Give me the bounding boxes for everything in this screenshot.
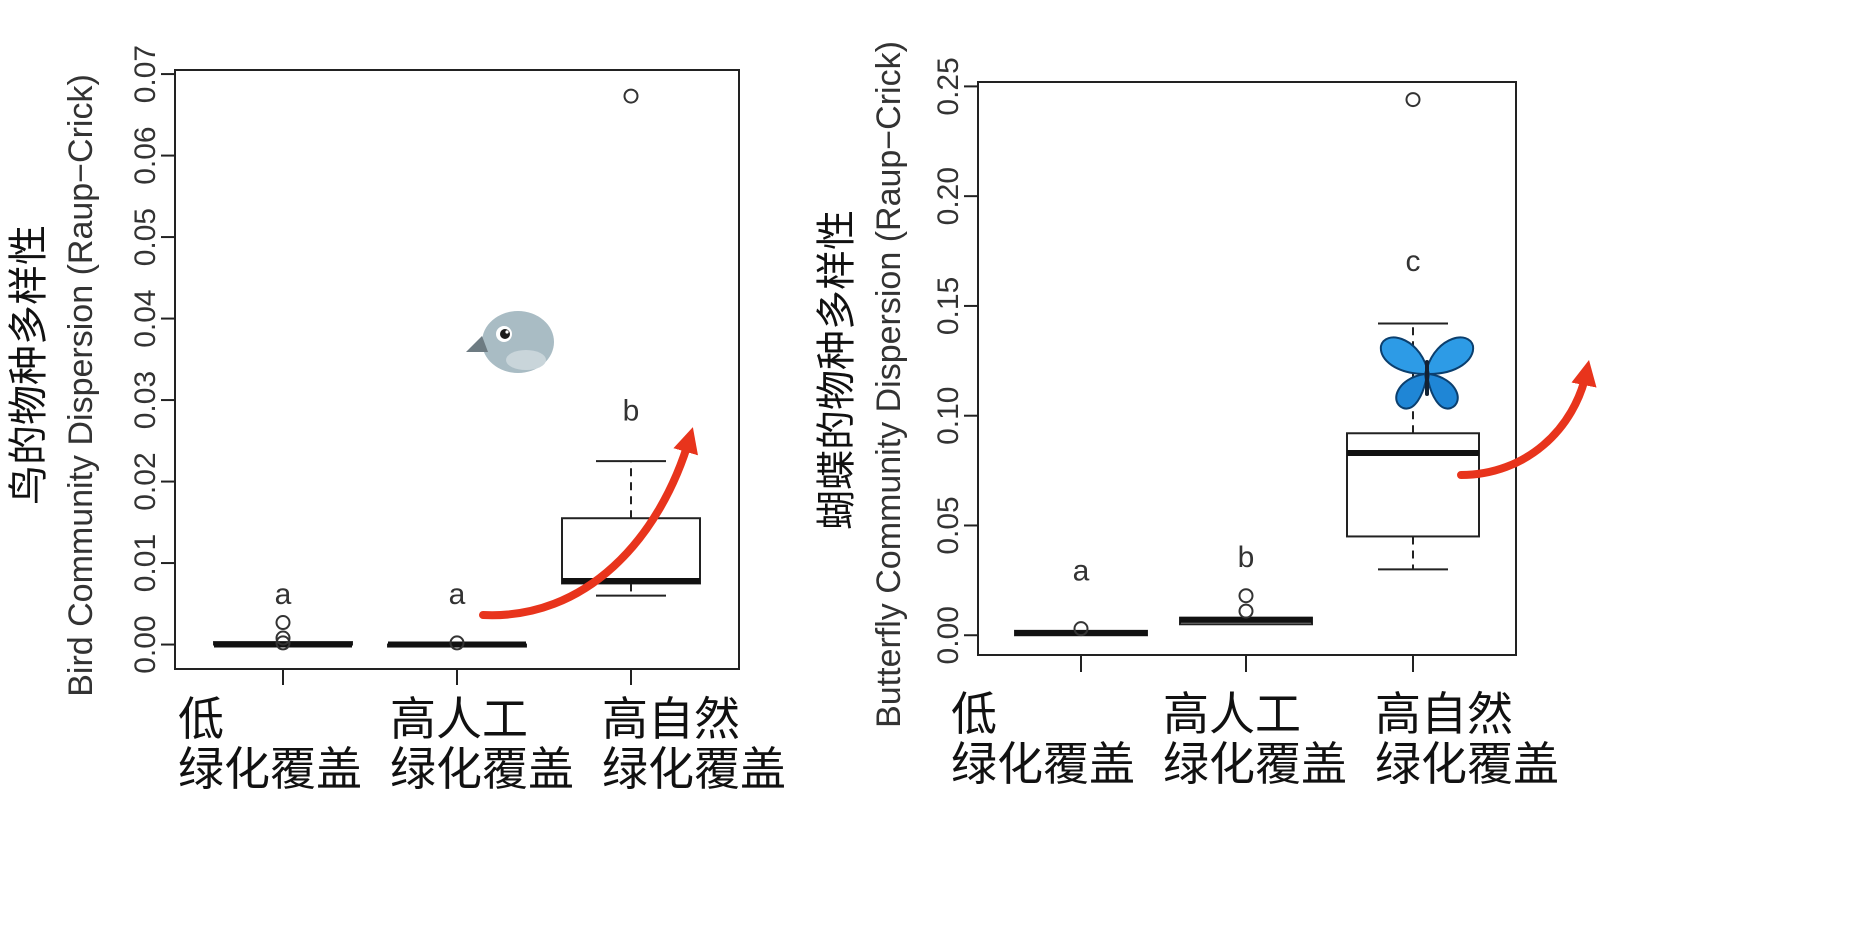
y-tick-label: 0.15 — [932, 277, 965, 335]
outlier-point — [275, 630, 291, 646]
bird-icon — [466, 311, 554, 373]
outlier-point — [1073, 621, 1089, 637]
outlier-point — [1238, 603, 1254, 619]
category-label-line1: 高人工 — [390, 692, 528, 746]
outlier-point — [623, 88, 639, 104]
y-tick-label: 0.25 — [932, 57, 965, 115]
y-tick-label: 0.06 — [129, 126, 162, 184]
bird-dispersion-chart: 0.00 0.01 0.02 0.03 0.04 0.05 0.06 0.07 Bird Com… — [6, 45, 786, 796]
butterfly-icon — [1379, 336, 1475, 410]
significance-letter: a — [1073, 554, 1090, 587]
y-axis-label: Butterfly Community Dispersion (Raup−Cri… — [870, 41, 908, 728]
y-tick-label: 0.01 — [129, 534, 162, 592]
significance-letter: a — [275, 578, 292, 611]
category-label-line2: 绿化覆盖 — [1375, 737, 1559, 791]
significance-letter: b — [1238, 541, 1255, 574]
category-label-line2: 绿化覆盖 — [390, 742, 574, 796]
category-label-line1: 低 — [951, 687, 997, 741]
y-tick-label: 0.10 — [932, 387, 965, 445]
y-tick-label: 0.05 — [129, 208, 162, 266]
trend-arrow-butterfly — [1457, 359, 1597, 479]
y-tick-label: 0.05 — [932, 496, 965, 554]
trend-arrow-bird — [479, 427, 698, 620]
category-label-line1: 高自然 — [602, 692, 740, 746]
outlier-point — [1238, 588, 1254, 604]
outlier-point — [449, 635, 465, 651]
y-axis-label-chinese: 蝴蝶的物种多样性 — [814, 210, 860, 530]
y-axis-label: Bird Community Dispersion (Raup−Crick) — [62, 74, 100, 697]
category-label-line2: 绿化覆盖 — [178, 742, 362, 796]
y-axis-label-chinese: 鸟的物种多样性 — [6, 225, 52, 505]
y-tick-label: 0.02 — [129, 452, 162, 510]
category-label-line2: 绿化覆盖 — [1163, 737, 1347, 791]
y-tick-label: 0.04 — [129, 289, 162, 347]
outlier-point — [275, 615, 291, 631]
y-tick-label: 0.00 — [932, 606, 965, 664]
category-label-line2: 绿化覆盖 — [602, 742, 786, 796]
box-iqr — [1346, 432, 1480, 538]
significance-letter: b — [623, 394, 640, 427]
butterfly-dispersion-chart: 0.00 0.05 0.10 0.15 0.20 0.25 Butterfly Commun… — [814, 41, 1559, 791]
category-label-line1: 高自然 — [1375, 687, 1513, 741]
category-label-line1: 高人工 — [1163, 687, 1301, 741]
outlier-point — [1405, 92, 1421, 108]
outlier-point — [275, 635, 291, 651]
category-label-line1: 低 — [178, 692, 224, 746]
significance-letter: a — [449, 578, 466, 611]
significance-letter: c — [1406, 245, 1421, 278]
category-label-line2: 绿化覆盖 — [951, 737, 1135, 791]
y-tick-label: 0.03 — [129, 371, 162, 429]
y-tick-label: 0.20 — [932, 167, 965, 225]
y-tick-label: 0.07 — [129, 45, 162, 103]
y-tick-label: 0.00 — [129, 615, 162, 673]
